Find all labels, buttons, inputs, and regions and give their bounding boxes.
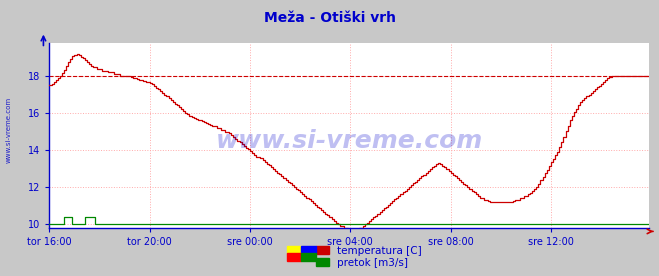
Legend: temperatura [C], pretok [m3/s]: temperatura [C], pretok [m3/s]: [313, 242, 425, 271]
Text: www.si-vreme.com: www.si-vreme.com: [215, 129, 483, 153]
Text: Meža - Otiški vrh: Meža - Otiški vrh: [264, 11, 395, 25]
Text: www.si-vreme.com: www.si-vreme.com: [5, 97, 12, 163]
